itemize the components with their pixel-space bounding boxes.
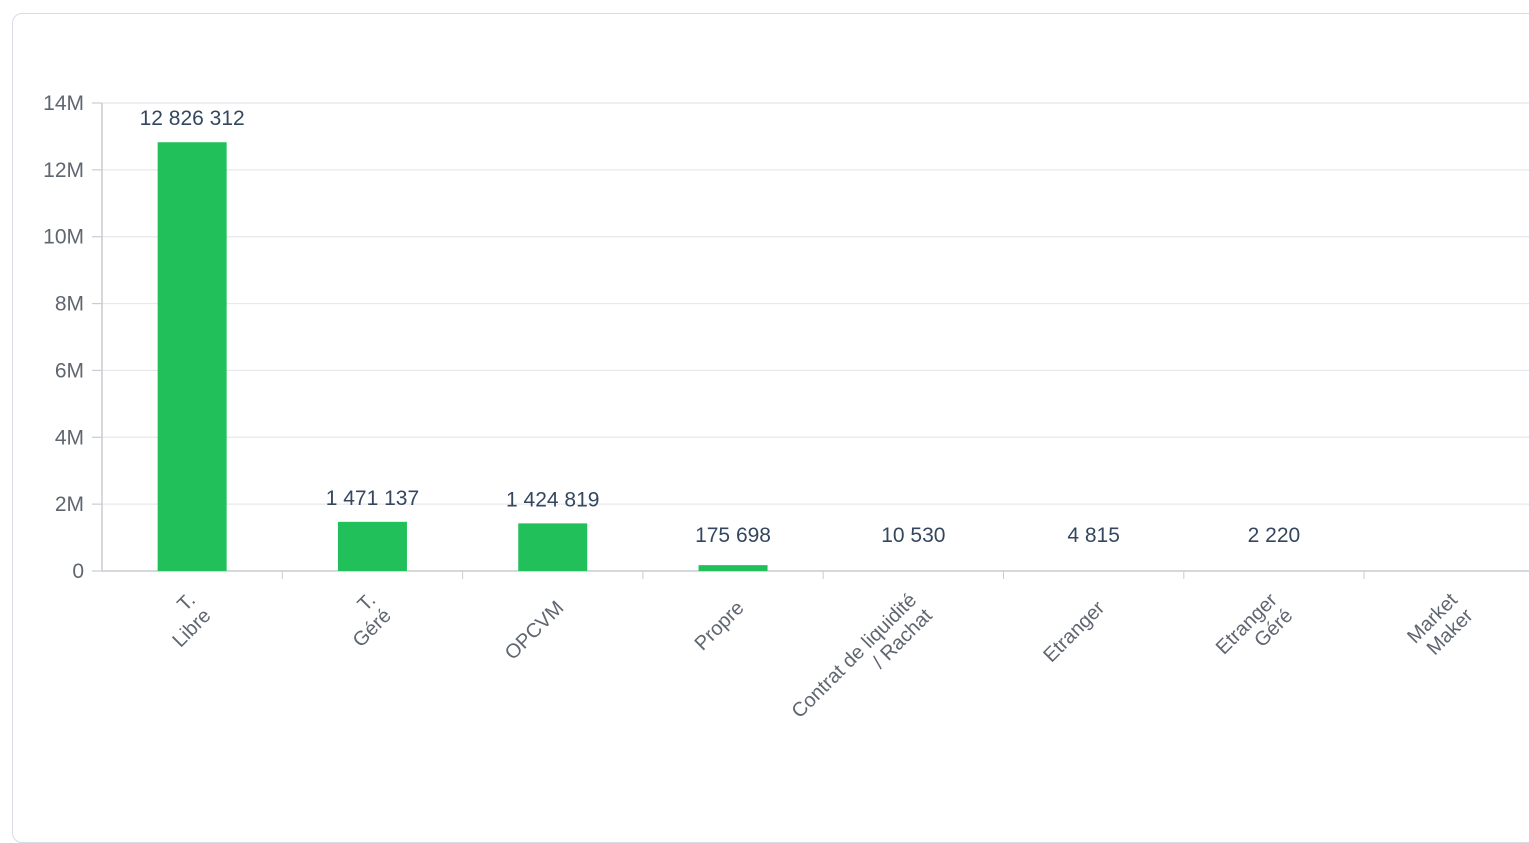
x-tick-label: OPCVM: [501, 597, 568, 664]
x-tick-label-line: Contrat de liquidité: [788, 589, 921, 722]
data-label: 12 826 312: [140, 107, 245, 130]
bar: [337, 521, 407, 571]
y-tick-label: 12M: [43, 159, 84, 182]
y-tick-label: 0: [72, 560, 84, 583]
x-tick-label: Contrat de liquidité/ Rachat: [788, 589, 937, 722]
bar: [518, 523, 588, 571]
y-tick-label: 4M: [55, 426, 84, 449]
y-tick-label: 8M: [55, 293, 84, 316]
bar: [157, 142, 227, 571]
chart-card: [12, 13, 1529, 843]
x-tick-label: T.Libre: [168, 589, 215, 652]
x-tick-label-line: Etranger: [1039, 597, 1109, 667]
data-label: 1 424 819: [506, 488, 599, 511]
x-tick-label-line: Libre: [168, 605, 215, 652]
x-tick-label: Etranger: [1039, 597, 1109, 667]
data-label: 175 698: [695, 524, 771, 547]
y-tick-label: 14M: [43, 92, 84, 115]
data-label: 1 471 137: [326, 487, 419, 510]
y-tick-label: 2M: [55, 493, 84, 516]
x-tick-label-line: Géré: [349, 605, 396, 652]
data-label: 2 220: [1248, 524, 1301, 547]
data-label: 4 815: [1067, 524, 1120, 547]
bar: [698, 565, 768, 571]
bar-chart: 0 2M 4M 6M 8M 10M 12M 14M 12 826 312 T.Libre 1 471…: [43, 92, 1529, 723]
x-tick-label: Propre: [691, 597, 749, 655]
x-tick-label-line: OPCVM: [501, 597, 568, 664]
x-tick-label: T.Géré: [349, 589, 396, 652]
data-label: 10 530: [881, 524, 945, 547]
y-tick-label: 10M: [43, 226, 84, 249]
x-tick-label-line: Propre: [691, 597, 749, 655]
y-tick-label: 6M: [55, 359, 84, 382]
